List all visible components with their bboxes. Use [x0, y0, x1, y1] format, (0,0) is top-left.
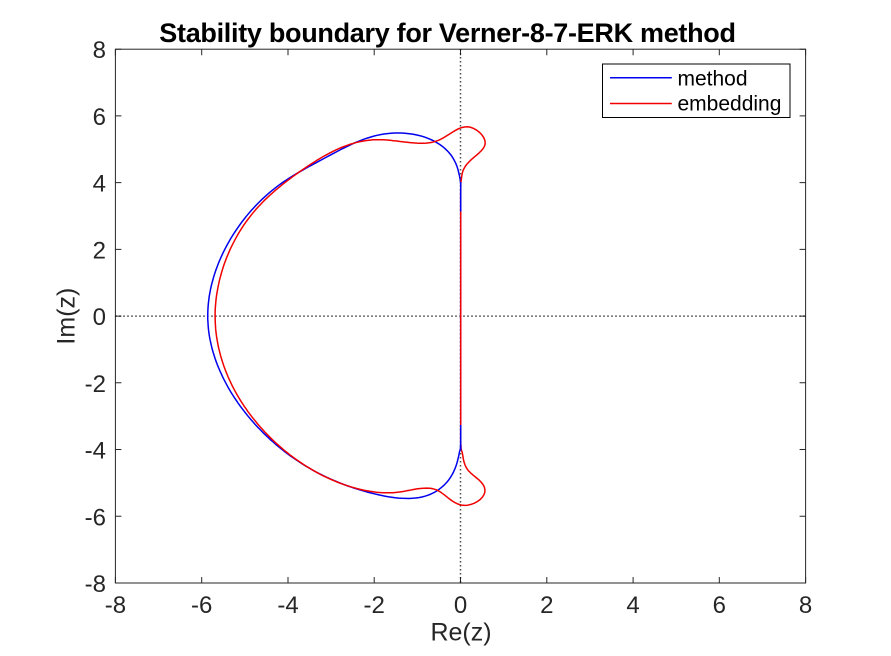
svg-text:4: 4: [93, 171, 106, 198]
svg-text:2: 2: [540, 592, 553, 619]
svg-text:-4: -4: [85, 438, 106, 465]
svg-text:-4: -4: [277, 592, 298, 619]
svg-text:-2: -2: [85, 371, 106, 398]
svg-text:0: 0: [93, 304, 106, 331]
svg-text:2: 2: [93, 237, 106, 264]
svg-text:-6: -6: [191, 592, 212, 619]
svg-text:embedding: embedding: [678, 92, 782, 115]
svg-text:Im(z): Im(z): [52, 288, 80, 345]
svg-text:0: 0: [454, 592, 467, 619]
svg-text:method: method: [678, 68, 748, 91]
svg-text:-8: -8: [85, 571, 106, 598]
svg-text:6: 6: [713, 592, 726, 619]
svg-text:Stability boundary for Verner-: Stability boundary for Verner-8-7-ERK me…: [159, 18, 735, 48]
svg-text:-2: -2: [364, 592, 385, 619]
svg-text:8: 8: [93, 37, 106, 64]
svg-text:4: 4: [626, 592, 639, 619]
svg-text:-6: -6: [85, 504, 106, 531]
svg-text:8: 8: [799, 592, 812, 619]
svg-text:6: 6: [93, 104, 106, 131]
svg-text:-8: -8: [105, 592, 126, 619]
svg-text:Re(z): Re(z): [430, 619, 491, 647]
